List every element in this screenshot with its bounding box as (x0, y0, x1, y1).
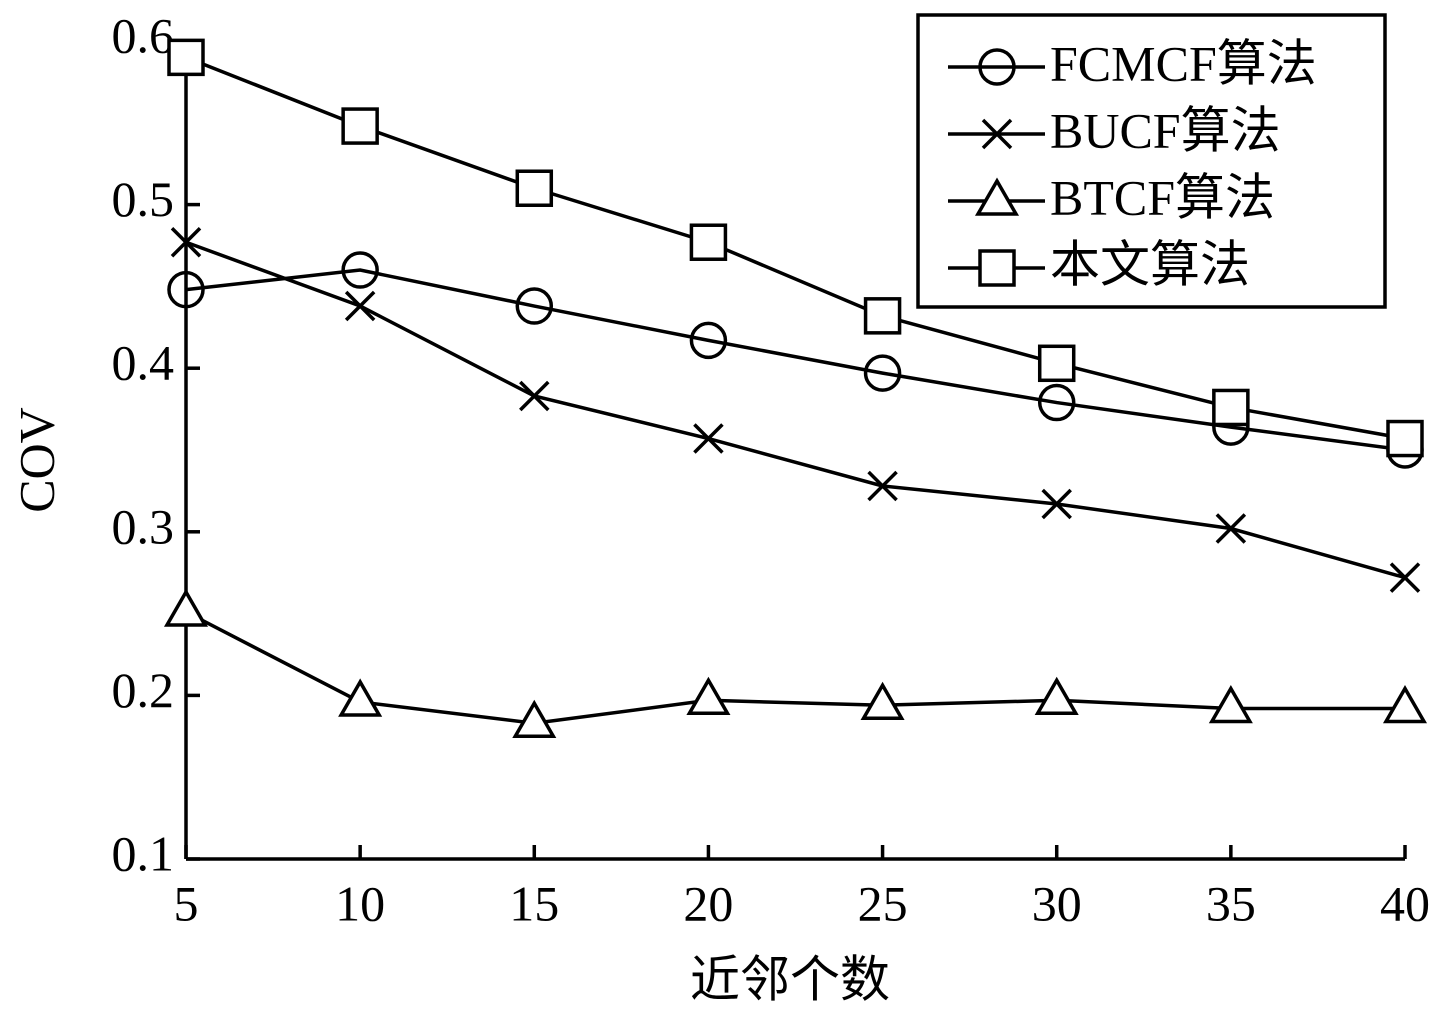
marker (689, 321, 728, 360)
marker (686, 676, 731, 716)
legend-label: BUCF算法 (1050, 102, 1281, 158)
marker (515, 287, 554, 325)
marker (974, 177, 1020, 216)
marker (341, 251, 379, 289)
marker (163, 588, 209, 627)
y-tick-label: 0.3 (112, 498, 175, 554)
x-tick-label: 35 (1206, 875, 1256, 931)
marker (1208, 684, 1253, 724)
marker (167, 270, 205, 309)
marker (1215, 513, 1247, 544)
marker (338, 678, 383, 717)
marker (1041, 488, 1072, 520)
x-tick-label: 15 (509, 875, 559, 931)
marker (1037, 383, 1076, 422)
x-tick-label: 20 (683, 875, 733, 931)
y-tick-label: 0.1 (112, 825, 175, 881)
marker (167, 38, 205, 77)
series-line (185, 240, 1406, 580)
y-tick-label: 0.6 (112, 7, 175, 63)
marker (519, 380, 550, 412)
x-tick-label: 5 (174, 875, 199, 931)
y-tick-label: 0.5 (112, 171, 175, 227)
marker (1212, 388, 1250, 427)
marker (863, 354, 902, 392)
legend-label: 本文算法 (1050, 236, 1250, 292)
marker (1389, 562, 1421, 593)
y-axis-label: COV (8, 407, 64, 513)
series-line (185, 55, 1406, 441)
marker (1382, 684, 1428, 724)
marker (693, 423, 724, 454)
y-tick-label: 0.2 (112, 662, 175, 718)
legend-label: BTCF算法 (1050, 169, 1275, 225)
marker (981, 118, 1013, 150)
marker (860, 681, 905, 720)
marker (341, 107, 379, 145)
marker (978, 249, 1016, 287)
marker (978, 48, 1016, 86)
marker (689, 223, 728, 261)
marker (1386, 419, 1424, 458)
marker (515, 169, 554, 207)
marker (1037, 344, 1076, 383)
x-tick-label: 10 (335, 875, 385, 931)
legend-box (916, 13, 1387, 309)
x-tick-label: 40 (1380, 875, 1430, 931)
marker (867, 470, 898, 502)
marker (512, 699, 557, 738)
marker (170, 226, 202, 258)
legend-label: FCMCF算法 (1050, 35, 1317, 91)
marker (863, 297, 902, 335)
series-line (185, 610, 1405, 725)
x-axis-label: 近邻个数 (690, 951, 890, 1007)
x-tick-label: 25 (858, 875, 908, 931)
y-tick-label: 0.4 (112, 335, 175, 391)
x-tick-label: 30 (1032, 875, 1082, 931)
series-line (185, 268, 1406, 452)
marker (344, 290, 376, 322)
marker (1034, 676, 1079, 716)
